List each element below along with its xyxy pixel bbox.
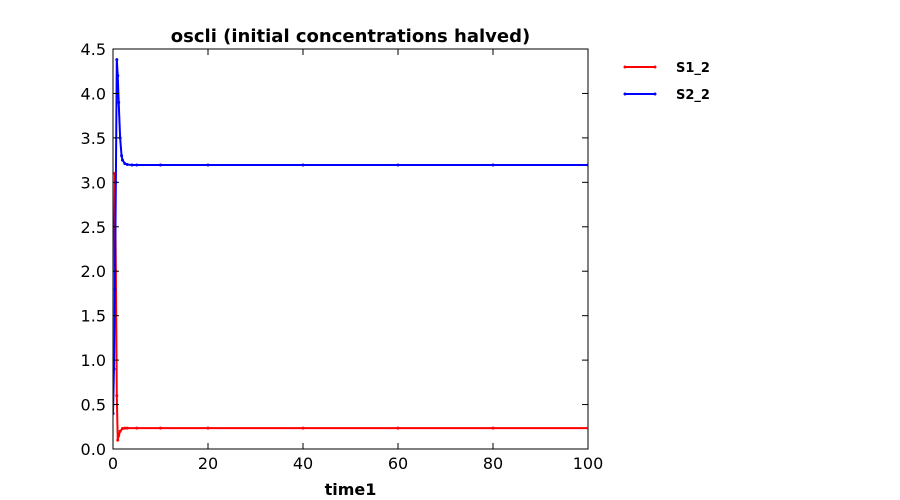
data-point-s2-2 <box>159 163 162 167</box>
y-tick-label: 4.0 <box>81 84 106 103</box>
data-point-s2-2 <box>396 163 400 167</box>
data-point-s2-2 <box>586 163 588 167</box>
series-layer <box>113 58 588 442</box>
data-point-s2-2 <box>113 411 115 415</box>
series-line-s2-2 <box>113 58 588 414</box>
data-point-s1-2 <box>115 394 119 398</box>
data-point-s1-2 <box>586 426 588 430</box>
data-point-s2-2 <box>115 58 119 62</box>
legend-marker <box>653 65 657 69</box>
data-point-s2-2 <box>117 100 121 104</box>
ticks-layer: 0 20 40 60 80 100 0.0 0.5 1.0 1.5 2.0 2.5 3.0 3.5 4.0 4… <box>81 40 604 473</box>
y-tick-label: 2.5 <box>81 218 106 237</box>
data-point-s2-2 <box>135 163 139 167</box>
y-tick-label: 0.0 <box>81 440 106 459</box>
data-point-s2-2 <box>113 367 116 371</box>
legend-marker <box>653 92 657 96</box>
data-point-s1-2 <box>117 434 121 438</box>
legend-marker <box>623 65 627 69</box>
data-point-s2-2 <box>113 287 117 291</box>
data-point-s1-2 <box>159 426 162 430</box>
chart-title: oscli (initial concentrations halved) <box>171 26 530 47</box>
data-point-s2-2 <box>130 163 134 167</box>
y-tick-label: 3.0 <box>81 173 106 192</box>
legend-label: S1_2 <box>676 61 710 76</box>
x-tick-label: 0 <box>108 454 118 473</box>
data-point-s2-2 <box>123 162 127 166</box>
data-point-s2-2 <box>491 163 495 167</box>
y-tick-label: 1.0 <box>81 351 106 370</box>
plot-area-frame <box>112 48 589 450</box>
data-point-s2-2 <box>121 158 124 162</box>
data-point-s2-2 <box>125 163 129 167</box>
y-tick-label: 1.5 <box>81 307 106 326</box>
data-point-s1-2 <box>121 427 124 431</box>
x-tick-label: 60 <box>388 454 408 473</box>
data-point-s1-2 <box>491 426 495 430</box>
data-point-s1-2 <box>301 426 305 430</box>
legend-label: S2_2 <box>676 88 710 103</box>
y-tick-label: 4.5 <box>81 40 106 59</box>
x-tick-label: 100 <box>573 454 604 473</box>
data-point-s2-2 <box>118 136 122 140</box>
data-point-s2-2 <box>206 163 210 167</box>
x-tick-label: 40 <box>293 454 313 473</box>
y-tick-label: 0.5 <box>81 396 106 415</box>
data-point-s1-2 <box>116 438 120 442</box>
x-axis-label: time1 <box>325 480 377 499</box>
x-tick-label: 80 <box>483 454 503 473</box>
data-point-s2-2 <box>301 163 305 167</box>
data-point-s1-2 <box>125 426 129 430</box>
legend: S1_2 S2_2 <box>623 61 710 103</box>
data-point-s2-2 <box>116 74 120 78</box>
data-point-s1-2 <box>396 426 400 430</box>
x-tick-label: 20 <box>198 454 218 473</box>
data-point-s2-2 <box>120 154 124 158</box>
y-tick-label: 3.5 <box>81 129 106 148</box>
legend-marker <box>623 92 627 96</box>
y-tick-label: 2.0 <box>81 262 106 281</box>
data-point-s1-2 <box>118 429 122 433</box>
data-point-s1-2 <box>206 426 210 430</box>
data-point-s1-2 <box>123 426 127 430</box>
data-point-s1-2 <box>135 426 139 430</box>
